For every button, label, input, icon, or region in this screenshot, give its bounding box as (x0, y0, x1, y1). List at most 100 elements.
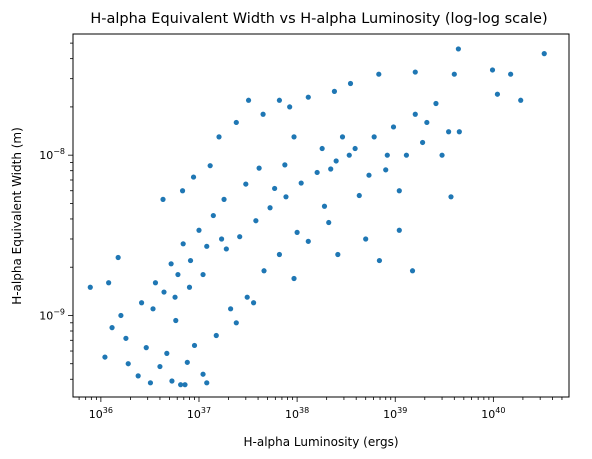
scatter-point (200, 371, 206, 377)
scatter-point (169, 378, 175, 384)
x-tick-label: 1040 (481, 406, 505, 421)
x-tick-label: 1037 (187, 406, 211, 421)
x-tick-label: 1036 (89, 406, 113, 421)
scatter-point (352, 145, 358, 152)
scatter-point (233, 320, 239, 326)
y-axis-label: H-alpha Equivalent Width (m) (10, 127, 24, 305)
scatter-point (138, 300, 145, 306)
scatter-point (184, 359, 190, 365)
scatter-point (298, 180, 304, 186)
scatter-point (384, 152, 390, 158)
scatter-point (456, 129, 462, 135)
scatter-point (489, 67, 496, 73)
scatter-point (244, 294, 250, 300)
scatter-point (147, 380, 154, 386)
scatter-point (363, 236, 369, 242)
scatter-point (356, 192, 362, 199)
scatter-point (541, 51, 547, 57)
scatter-point (287, 104, 293, 110)
scatter-point (245, 97, 252, 103)
scatter-point (448, 194, 454, 200)
scatter-point (383, 167, 389, 173)
scatter-point (433, 100, 439, 107)
scatter-point (190, 174, 197, 180)
scatter-point (371, 134, 377, 140)
scatter-points (87, 46, 547, 388)
scatter-point (326, 219, 332, 226)
scatter-point (335, 251, 341, 258)
scatter-point (272, 185, 278, 192)
scatter-point (518, 97, 524, 103)
scatter-point (125, 361, 131, 367)
scatter-point (182, 382, 188, 388)
scatter-point (150, 306, 156, 312)
scatter-point (135, 373, 141, 379)
scatter-point (87, 284, 93, 290)
axis-ticks: 1036 1037 1038 1039 1040 10−9 10−8 (39, 42, 563, 421)
scatter-point (412, 111, 418, 117)
scatter-point (256, 165, 262, 171)
plot-frame (72, 33, 570, 398)
scatter-point (267, 205, 273, 211)
x-axis-label: H-alpha Luminosity (ergs) (243, 435, 398, 449)
scatter-point (321, 203, 328, 209)
scatter-point (276, 251, 283, 258)
scatter-point (200, 271, 206, 278)
scatter-point (233, 119, 239, 126)
scatter-point (109, 325, 115, 331)
y-tick-label: 10−8 (39, 147, 65, 162)
scatter-point (366, 172, 372, 178)
scatter-point (253, 218, 259, 224)
scatter-point (175, 271, 181, 278)
scatter-point (191, 342, 198, 349)
scatter-point (333, 158, 339, 164)
scatter-point (210, 212, 216, 219)
scatter-point (186, 284, 193, 290)
scatter-point (219, 236, 225, 242)
scatter-point (494, 91, 501, 97)
chart-title: H-alpha Equivalent Width vs H-alpha Lumi… (90, 11, 547, 27)
scatter-point (123, 335, 129, 341)
scatter-point (228, 306, 234, 312)
scatter-point (172, 294, 178, 300)
scatter-point (403, 152, 410, 158)
scatter-point (115, 254, 121, 261)
scatter-point (213, 332, 219, 339)
scatter-point (346, 152, 352, 158)
scatter-point (204, 380, 210, 386)
scatter-point (424, 119, 430, 126)
scatter-point (196, 227, 202, 233)
scatter-point (319, 145, 325, 152)
scatter-point (282, 162, 288, 168)
scatter-point (412, 69, 418, 75)
scatter-point (160, 196, 166, 202)
scatter-point (216, 134, 222, 140)
scatter-point (187, 257, 194, 264)
scatter-point (102, 354, 108, 360)
scatter-point (451, 71, 457, 77)
scatter-point (173, 317, 179, 324)
scatter-point (261, 268, 267, 274)
x-tick-label: 1038 (285, 406, 309, 421)
scatter-point (106, 280, 112, 286)
scatter-point (331, 88, 338, 94)
scatter-point (204, 243, 210, 249)
scatter-point (243, 181, 249, 187)
scatter-point (180, 241, 186, 247)
scatter-point (168, 261, 174, 267)
scatter-point (237, 234, 243, 240)
scatter-point (291, 275, 297, 282)
scatter-point (455, 46, 461, 52)
x-tick-label: 1039 (383, 406, 407, 421)
scatter-point (221, 196, 227, 202)
scatter-point (143, 345, 149, 351)
scatter-point (291, 134, 297, 140)
scatter-point (305, 94, 311, 100)
scatter-point (376, 257, 383, 264)
scatter-point (328, 166, 334, 172)
scatter-point (294, 229, 300, 235)
scatter-point (305, 238, 311, 244)
scatter-point (164, 350, 170, 356)
scatter-point (347, 80, 354, 87)
